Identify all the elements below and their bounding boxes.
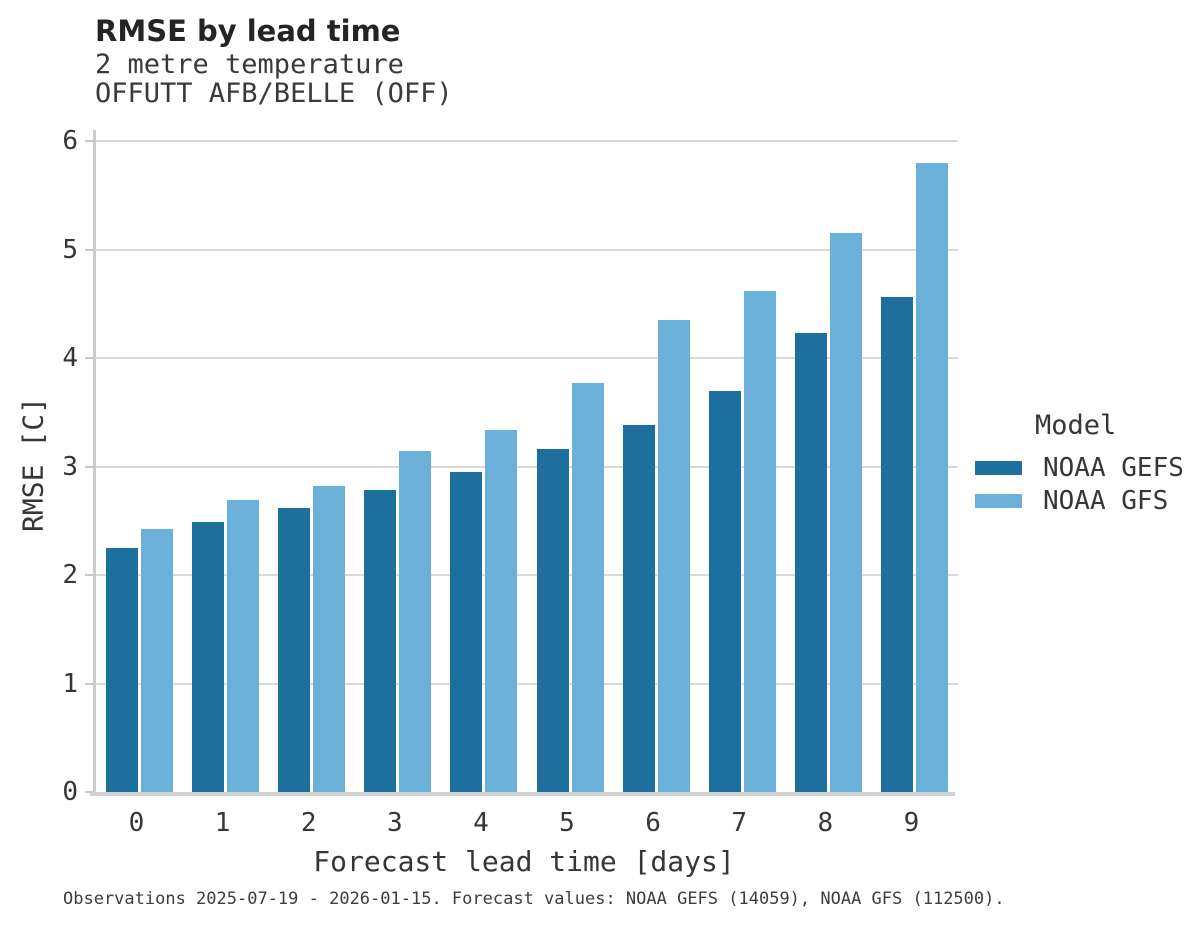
bar-noaa-gefs-lead-7 (709, 391, 741, 792)
y-tick-mark-3 (85, 465, 93, 468)
bar-noaa-gfs-lead-9 (916, 163, 948, 792)
y-tick-mark-0 (85, 791, 93, 793)
y-tick-mark-5 (85, 248, 93, 251)
bar-noaa-gefs-lead-1 (192, 522, 224, 792)
y-tick-mark-1 (85, 682, 93, 685)
bar-noaa-gfs-lead-6 (658, 320, 690, 792)
x-axis-label: Forecast lead time [days] (313, 845, 735, 878)
bar-noaa-gfs-lead-3 (399, 451, 431, 792)
bar-noaa-gefs-lead-9 (881, 297, 913, 792)
plot-area (93, 130, 958, 792)
gridline-y-4 (96, 357, 958, 359)
y-tick-mark-2 (85, 574, 93, 576)
chart-subtitle-line2: OFFUTT AFB/BELLE (OFF) (95, 78, 453, 109)
legend-title: Model (1035, 410, 1117, 441)
legend-label-noaa-gefs: NOAA GEFS (1043, 452, 1184, 483)
x-tick-label-6: 6 (645, 808, 661, 838)
bar-noaa-gfs-lead-8 (830, 233, 862, 792)
legend-items: NOAA GEFS NOAA GFS (975, 451, 1190, 517)
bar-noaa-gfs-lead-7 (744, 291, 776, 792)
bar-noaa-gefs-lead-0 (106, 548, 138, 792)
y-tick-label-1: 1 (62, 668, 78, 699)
legend-item-noaa-gfs: NOAA GFS (975, 484, 1190, 517)
chart-title: RMSE by lead time (95, 14, 401, 48)
legend-label-noaa-gfs: NOAA GFS (1043, 485, 1169, 516)
gridline-y-6 (96, 140, 958, 142)
chart-subtitle: 2 metre temperature OFFUTT AFB/BELLE (OFF… (95, 50, 453, 108)
gridline-y-2 (96, 574, 958, 576)
x-tick-label-3: 3 (386, 808, 403, 838)
x-axis-line (90, 792, 955, 796)
bar-noaa-gefs-lead-4 (450, 472, 482, 792)
legend-item-noaa-gefs: NOAA GEFS (975, 451, 1190, 484)
y-tick-label-3: 3 (62, 451, 78, 482)
bar-noaa-gefs-lead-6 (623, 425, 655, 792)
gridline-y-3 (96, 465, 958, 468)
y-tick-mark-4 (85, 357, 93, 359)
x-tick-label-9: 9 (903, 808, 920, 838)
chart-subtitle-line1: 2 metre temperature (95, 49, 404, 80)
y-tick-label-5: 5 (62, 234, 78, 265)
y-tick-label-2: 2 (62, 560, 78, 590)
bar-noaa-gefs-lead-3 (364, 490, 396, 792)
y-tick-label-0: 0 (62, 777, 78, 807)
x-tick-label-8: 8 (817, 808, 834, 838)
x-tick-label-2: 2 (300, 808, 317, 838)
gridline-y-1 (96, 682, 958, 685)
bar-noaa-gfs-lead-1 (227, 500, 259, 792)
x-tick-label-4: 4 (473, 808, 489, 838)
bar-noaa-gefs-lead-2 (278, 508, 310, 792)
bar-noaa-gfs-lead-2 (313, 486, 345, 792)
gridline-y-5 (96, 248, 958, 251)
bar-noaa-gfs-lead-4 (485, 430, 517, 792)
footnote: Observations 2025-07-19 - 2026-01-15. Fo… (63, 889, 1005, 909)
x-tick-label-7: 7 (731, 808, 748, 838)
x-tick-label-5: 5 (559, 808, 575, 838)
bar-noaa-gefs-lead-8 (795, 333, 827, 792)
y-tick-label-6: 6 (62, 126, 78, 156)
x-tick-label-1: 1 (214, 808, 231, 838)
legend-swatch-noaa-gfs (975, 493, 1022, 508)
y-tick-label-4: 4 (62, 343, 78, 373)
bar-noaa-gfs-lead-5 (572, 383, 604, 792)
legend: Model NOAA GEFS NOAA GFS (975, 410, 1190, 517)
x-tick-label-0: 0 (128, 808, 145, 838)
legend-swatch-noaa-gefs (975, 460, 1022, 475)
bar-noaa-gefs-lead-5 (537, 449, 569, 792)
bar-noaa-gfs-lead-0 (141, 529, 173, 792)
y-tick-mark-6 (85, 140, 93, 142)
